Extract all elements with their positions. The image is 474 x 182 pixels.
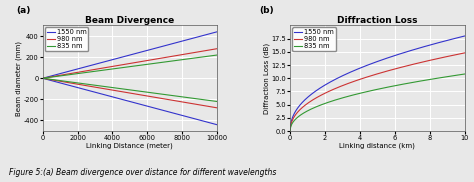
835 nm (457, 74, 463, 76)
835 nm (210, 54, 216, 57)
1550 nm (182, 39, 188, 41)
1550 nm (287, 130, 293, 132)
Text: Figure 5:(a) Beam divergence over distance for different wavelengths: Figure 5:(a) Beam divergence over distan… (9, 168, 277, 177)
1550 nm (214, 31, 220, 33)
Line: 1550 nm: 1550 nm (290, 36, 465, 131)
980 nm (210, 48, 216, 51)
980 nm (371, 74, 377, 76)
X-axis label: Linking distance (km): Linking distance (km) (339, 143, 415, 149)
Title: Beam Divergence: Beam Divergence (85, 16, 174, 25)
835 nm (430, 78, 436, 80)
980 nm (391, 68, 397, 70)
835 nm (134, 65, 140, 67)
980 nm (457, 53, 463, 55)
1550 nm (382, 58, 387, 60)
1550 nm (134, 52, 140, 54)
Legend: 1550 nm, 980 nm, 835 nm: 1550 nm, 980 nm, 835 nm (45, 27, 89, 52)
Line: 980 nm: 980 nm (290, 53, 465, 131)
980 nm (123, 63, 128, 65)
1550 nm (430, 43, 436, 45)
Title: Diffraction Loss: Diffraction Loss (337, 16, 418, 25)
1550 nm (210, 32, 216, 34)
1550 nm (457, 36, 463, 38)
980 nm (430, 59, 436, 61)
Text: (a): (a) (17, 6, 31, 15)
Text: (b): (b) (259, 6, 273, 15)
835 nm (391, 85, 397, 87)
835 nm (214, 54, 220, 56)
980 nm (124, 63, 129, 65)
1550 nm (391, 55, 397, 57)
835 nm (124, 66, 129, 68)
835 nm (371, 89, 377, 91)
980 nm (134, 61, 140, 63)
1550 nm (123, 55, 128, 57)
1550 nm (144, 50, 149, 52)
1550 nm (371, 62, 377, 64)
Line: 835 nm: 835 nm (43, 55, 217, 78)
835 nm (462, 73, 467, 75)
980 nm (144, 60, 149, 62)
980 nm (370, 74, 376, 76)
835 nm (370, 89, 376, 91)
Line: 980 nm: 980 nm (43, 49, 217, 78)
835 nm (382, 87, 387, 89)
980 nm (182, 53, 188, 55)
1550 nm (124, 55, 129, 57)
980 nm (462, 52, 467, 54)
1550 nm (370, 62, 376, 64)
1550 nm (462, 35, 467, 37)
Legend: 1550 nm, 980 nm, 835 nm: 1550 nm, 980 nm, 835 nm (292, 27, 336, 52)
835 nm (144, 63, 149, 66)
980 nm (287, 130, 293, 132)
X-axis label: Linking Distance (meter): Linking Distance (meter) (86, 143, 173, 149)
835 nm (287, 130, 293, 132)
835 nm (40, 77, 46, 79)
835 nm (182, 58, 188, 60)
1550 nm (40, 77, 46, 79)
980 nm (214, 48, 220, 50)
835 nm (123, 66, 128, 68)
980 nm (40, 77, 46, 79)
Y-axis label: Diffraction Loss (dB): Diffraction Loss (dB) (264, 43, 270, 114)
Line: 835 nm: 835 nm (290, 74, 465, 131)
Y-axis label: Beam diameter (mm): Beam diameter (mm) (16, 41, 22, 116)
Line: 1550 nm: 1550 nm (43, 32, 217, 78)
980 nm (382, 71, 387, 73)
